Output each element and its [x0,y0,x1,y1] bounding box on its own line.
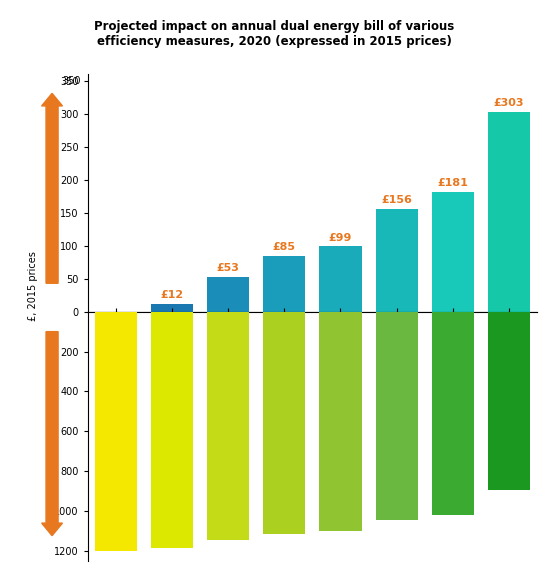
Bar [207,277,249,312]
Bar [432,192,474,312]
Bar [95,312,137,551]
Bar [151,304,193,312]
Text: £156: £156 [381,195,412,205]
Text: £181: £181 [437,178,468,188]
Bar [319,247,362,312]
Bar [375,209,418,312]
Text: BILLS: BILLS [47,407,57,440]
Bar [488,112,530,312]
Text: £53: £53 [216,263,239,273]
Bar [263,312,305,534]
Text: SAVINGS: SAVINGS [47,169,57,217]
Text: £303: £303 [494,98,524,108]
Bar [319,312,362,531]
Bar [488,312,530,490]
Bar [151,312,193,548]
Text: £85: £85 [273,242,296,252]
Text: £, 2015 prices: £, 2015 prices [28,251,38,321]
Bar [432,312,474,515]
Text: £99: £99 [329,232,352,243]
Bar [375,312,418,519]
Bar [207,312,249,540]
Text: Projected impact on annual dual energy bill of various
efficiency measures, 2020: Projected impact on annual dual energy b… [94,20,454,48]
Bar [263,256,305,312]
Text: 350: 350 [62,76,81,86]
Text: £12: £12 [161,290,184,300]
